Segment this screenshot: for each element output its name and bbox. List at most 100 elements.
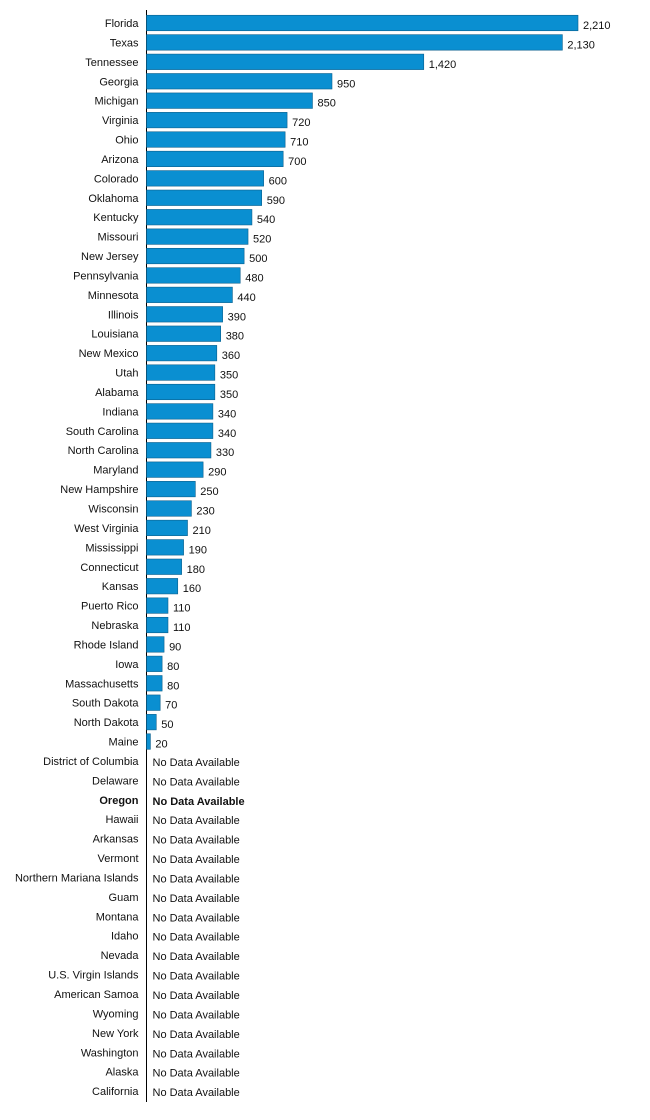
bar-virginia (146, 112, 288, 129)
category-label-west-virginia: West Virginia (74, 523, 139, 535)
value-label-montana: No Data Available (153, 912, 240, 924)
value-label-maryland: 290 (208, 467, 226, 479)
category-label-oregon: Oregon (99, 795, 138, 807)
bar-new-hampshire (146, 481, 196, 498)
value-label-north-dakota: 50 (161, 719, 173, 731)
category-label-south-carolina: South Carolina (66, 426, 140, 438)
value-label-connecticut: 180 (187, 564, 205, 576)
bar-colorado (146, 170, 264, 187)
category-label-california: California (92, 1086, 139, 1098)
bar-minnesota (146, 286, 233, 303)
category-label-arkansas: Arkansas (93, 834, 139, 846)
value-label-maine: 20 (155, 739, 167, 751)
bar-pennsylvania (146, 267, 241, 284)
bar-maryland (146, 461, 204, 478)
category-label-illinois: Illinois (108, 309, 139, 321)
value-label-washington: No Data Available (153, 1048, 240, 1060)
category-label-missouri: Missouri (98, 232, 139, 244)
value-label-west-virginia: 210 (193, 525, 211, 537)
value-label-kentucky: 540 (257, 214, 275, 226)
category-label-guam: Guam (109, 892, 139, 904)
category-label-washington: Washington (81, 1047, 139, 1059)
value-label-georgia: 950 (337, 78, 355, 90)
value-label-new-jersey: 500 (249, 253, 267, 265)
category-label-virginia: Virginia (102, 115, 139, 127)
value-label-district-of-columbia: No Data Available (153, 757, 240, 769)
category-label-wyoming: Wyoming (93, 1008, 139, 1020)
value-label-south-dakota: 70 (165, 700, 177, 712)
category-label-wisconsin: Wisconsin (88, 504, 138, 516)
value-label-michigan: 850 (317, 98, 335, 110)
bar-wisconsin (146, 500, 192, 517)
bar-south-carolina (146, 422, 214, 439)
value-label-new-york: No Data Available (153, 1029, 240, 1041)
category-label-north-carolina: North Carolina (68, 445, 140, 457)
value-label-arkansas: No Data Available (153, 835, 240, 847)
value-label-louisiana: 380 (226, 331, 244, 343)
category-label-south-dakota: South Dakota (72, 698, 140, 710)
category-label-delaware: Delaware (92, 775, 138, 787)
bar-new-mexico (146, 345, 218, 362)
value-label-pennsylvania: 480 (245, 272, 263, 284)
value-label-rhode-island: 90 (169, 641, 181, 653)
bar-north-dakota (146, 714, 157, 731)
category-label-maryland: Maryland (93, 465, 138, 477)
value-label-idaho: No Data Available (153, 932, 240, 944)
value-label-texas: 2,130 (567, 39, 595, 51)
bar-tennessee (146, 53, 425, 70)
category-label-louisiana: Louisiana (91, 329, 139, 341)
bar-iowa (146, 655, 163, 672)
value-label-iowa: 80 (167, 661, 179, 673)
category-label-u-s-virgin-islands: U.S. Virgin Islands (48, 970, 139, 982)
category-label-minnesota: Minnesota (88, 290, 140, 302)
labels-layer: Florida 2,210 Texas 2,130 Tennessee 1,420 Geor… (15, 18, 611, 1099)
bar-utah (146, 364, 216, 381)
value-label-nevada: No Data Available (153, 951, 240, 963)
bar-new-jersey (146, 247, 245, 265)
bar-illinois (146, 306, 223, 323)
value-label-u-s-virgin-islands: No Data Available (153, 971, 240, 983)
category-label-north-dakota: North Dakota (74, 717, 140, 729)
category-label-indiana: Indiana (102, 406, 139, 418)
value-label-american-samoa: No Data Available (153, 990, 240, 1002)
bar-oklahoma (146, 189, 262, 206)
bar-arizona (146, 150, 284, 167)
value-label-wyoming: No Data Available (153, 1009, 240, 1021)
value-label-nebraska: 110 (173, 622, 191, 634)
bar-west-virginia (146, 519, 188, 536)
category-label-american-samoa: American Samoa (54, 989, 139, 1001)
value-label-indiana: 340 (218, 408, 236, 420)
category-label-florida: Florida (105, 18, 140, 30)
category-label-nevada: Nevada (101, 950, 140, 962)
value-label-utah: 350 (220, 370, 238, 382)
value-label-mississippi: 190 (189, 544, 207, 556)
category-label-montana: Montana (96, 911, 140, 923)
bar-connecticut (146, 558, 182, 575)
category-label-georgia: Georgia (99, 76, 139, 88)
category-label-oklahoma: Oklahoma (88, 193, 139, 205)
category-label-kansas: Kansas (102, 581, 139, 593)
bar-texas (146, 34, 563, 51)
category-label-rhode-island: Rhode Island (74, 639, 139, 651)
value-label-north-carolina: 330 (216, 447, 234, 459)
value-label-oregon: No Data Available (153, 796, 245, 808)
bar-louisiana (146, 325, 221, 342)
bar-south-dakota (146, 694, 161, 711)
category-label-new-york: New York (92, 1028, 139, 1040)
value-label-vermont: No Data Available (153, 854, 240, 866)
bar-mississippi (146, 539, 184, 556)
category-label-district-of-columbia: District of Columbia (43, 756, 139, 768)
category-label-nebraska: Nebraska (91, 620, 139, 632)
category-label-massachusetts: Massachusetts (65, 678, 139, 690)
value-label-missouri: 520 (253, 234, 271, 246)
value-label-guam: No Data Available (153, 893, 240, 905)
value-label-new-hampshire: 250 (200, 486, 218, 498)
category-label-michigan: Michigan (94, 96, 138, 108)
bar-nebraska (146, 616, 169, 634)
category-label-northern-mariana-islands: Northern Mariana Islands (15, 872, 139, 884)
category-label-utah: Utah (115, 368, 138, 380)
bars-layer (146, 14, 579, 750)
value-label-illinois: 390 (228, 311, 246, 323)
value-label-wisconsin: 230 (196, 506, 214, 518)
bar-puerto-rico (146, 597, 169, 614)
